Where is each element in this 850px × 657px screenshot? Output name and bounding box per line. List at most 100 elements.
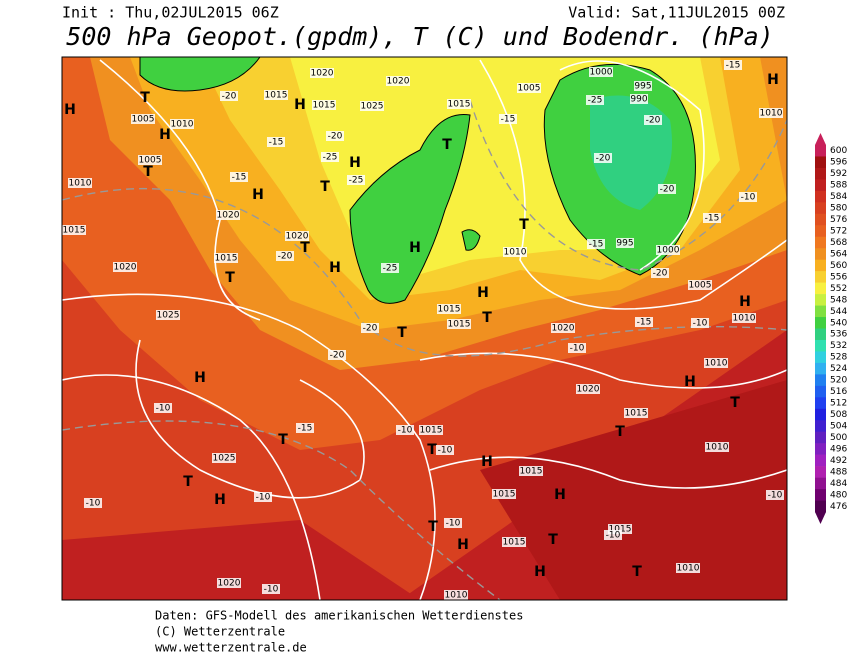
pressure-center: H xyxy=(767,72,779,88)
temperature-label: -20 xyxy=(363,324,378,334)
pressure-center: T xyxy=(427,442,437,458)
label-box xyxy=(656,245,680,255)
label-box xyxy=(587,239,605,249)
label-box xyxy=(766,490,784,500)
temperature-label: -10 xyxy=(398,426,413,436)
colorbar-cell xyxy=(815,317,826,329)
temperature-label: -10 xyxy=(570,344,585,354)
colorbar-cell xyxy=(815,443,826,455)
colorbar-label: 536 xyxy=(830,330,847,340)
isobar-label: 1010 xyxy=(69,179,92,189)
isobar-label: 1005 xyxy=(132,115,155,125)
colorbar-label: 592 xyxy=(830,169,847,179)
isobar-label: 1010 xyxy=(677,564,700,574)
pressure-center: T xyxy=(140,90,150,106)
colorbar-label: 548 xyxy=(830,295,847,305)
pressure-center: H xyxy=(194,370,206,386)
pressure-center: T xyxy=(442,137,452,153)
pressure-center: H xyxy=(294,97,306,113)
isobar-label: 1015 xyxy=(420,426,443,436)
label-box xyxy=(589,67,613,77)
label-box xyxy=(492,489,516,499)
footer-line: Daten: GFS-Modell des amerikanischen Wet… xyxy=(155,609,523,623)
pressure-center: H xyxy=(457,537,469,553)
label-box xyxy=(635,317,653,327)
isobar-label: 1015 xyxy=(438,305,461,315)
isobar-label: 1010 xyxy=(760,109,783,119)
label-box xyxy=(634,81,652,91)
colorbar-cell xyxy=(815,351,826,364)
temperature-label: -25 xyxy=(383,264,398,274)
pressure-center: T xyxy=(548,532,558,548)
pressure-center: H xyxy=(409,240,421,256)
colorbar-label: 480 xyxy=(830,490,847,500)
map-title: 500 hPa Geopot.(gpdm), T (C) und Bodendr… xyxy=(66,22,773,51)
isobar-label: 1020 xyxy=(387,77,410,87)
colorbar-cell xyxy=(815,282,826,295)
label-box xyxy=(321,152,339,162)
temperature-label: -20 xyxy=(330,351,345,361)
isobar-label: 1020 xyxy=(311,69,334,79)
isobar-label: 1020 xyxy=(286,232,309,242)
colorbar-label: 476 xyxy=(830,502,847,512)
colorbar-cell xyxy=(815,305,826,318)
temperature-label: -20 xyxy=(596,154,611,164)
label-box xyxy=(604,530,622,540)
colorbar-cell xyxy=(815,397,826,410)
label-box xyxy=(138,155,162,165)
colorbar-label: 600 xyxy=(830,146,847,156)
label-box xyxy=(326,131,344,141)
label-box xyxy=(328,350,346,360)
isobar-label: 1005 xyxy=(518,84,541,94)
label-box xyxy=(568,343,586,353)
label-box xyxy=(347,175,365,185)
colorbar-label: 568 xyxy=(830,238,847,248)
temperature-label: -20 xyxy=(653,269,668,279)
label-box xyxy=(651,268,669,278)
isobar-label: 1020 xyxy=(577,385,600,395)
temperature-label: -10 xyxy=(256,493,271,503)
colorbar-cell xyxy=(815,202,826,215)
temperature-label: -10 xyxy=(768,491,783,501)
label-box xyxy=(444,518,462,528)
pressure-center: H xyxy=(477,285,489,301)
temperature-label: -10 xyxy=(438,446,453,456)
label-box xyxy=(156,310,180,320)
colorbar-cell xyxy=(815,374,826,387)
label-box xyxy=(62,225,86,235)
temperature-label: -10 xyxy=(606,531,621,541)
colorbar-label: 552 xyxy=(830,284,847,294)
colorbar-cell xyxy=(815,420,826,433)
label-box xyxy=(436,445,454,455)
temperature-label: -20 xyxy=(222,92,237,102)
colorbar-cell xyxy=(815,477,826,490)
label-box xyxy=(691,318,709,328)
label-box xyxy=(608,524,632,534)
isobar-label: 1020 xyxy=(217,211,240,221)
label-box xyxy=(212,453,236,463)
pressure-center: H xyxy=(684,374,696,390)
label-box xyxy=(220,91,238,101)
label-box xyxy=(502,537,526,547)
label-box xyxy=(84,498,102,508)
label-box xyxy=(254,492,272,502)
temperature-label: -15 xyxy=(501,115,516,125)
temperature-label: -15 xyxy=(589,240,604,250)
isobar-label: 1015 xyxy=(520,467,543,477)
isobar-label: 995 xyxy=(616,239,633,249)
pressure-center: T xyxy=(143,164,153,180)
label-box xyxy=(264,90,288,100)
pressure-center: T xyxy=(397,325,407,341)
temperature-label: -15 xyxy=(705,214,720,224)
colorbar-label: 584 xyxy=(830,192,847,202)
label-box xyxy=(703,213,721,223)
pressure-center: T xyxy=(225,270,235,286)
colorbar-label: 572 xyxy=(830,227,847,237)
label-box xyxy=(586,95,604,105)
isobar-label: 990 xyxy=(630,95,647,105)
label-box xyxy=(113,262,137,272)
isobar-label: 995 xyxy=(634,82,651,92)
temperature-label: -10 xyxy=(446,519,461,529)
temperature-label: -10 xyxy=(264,585,279,595)
